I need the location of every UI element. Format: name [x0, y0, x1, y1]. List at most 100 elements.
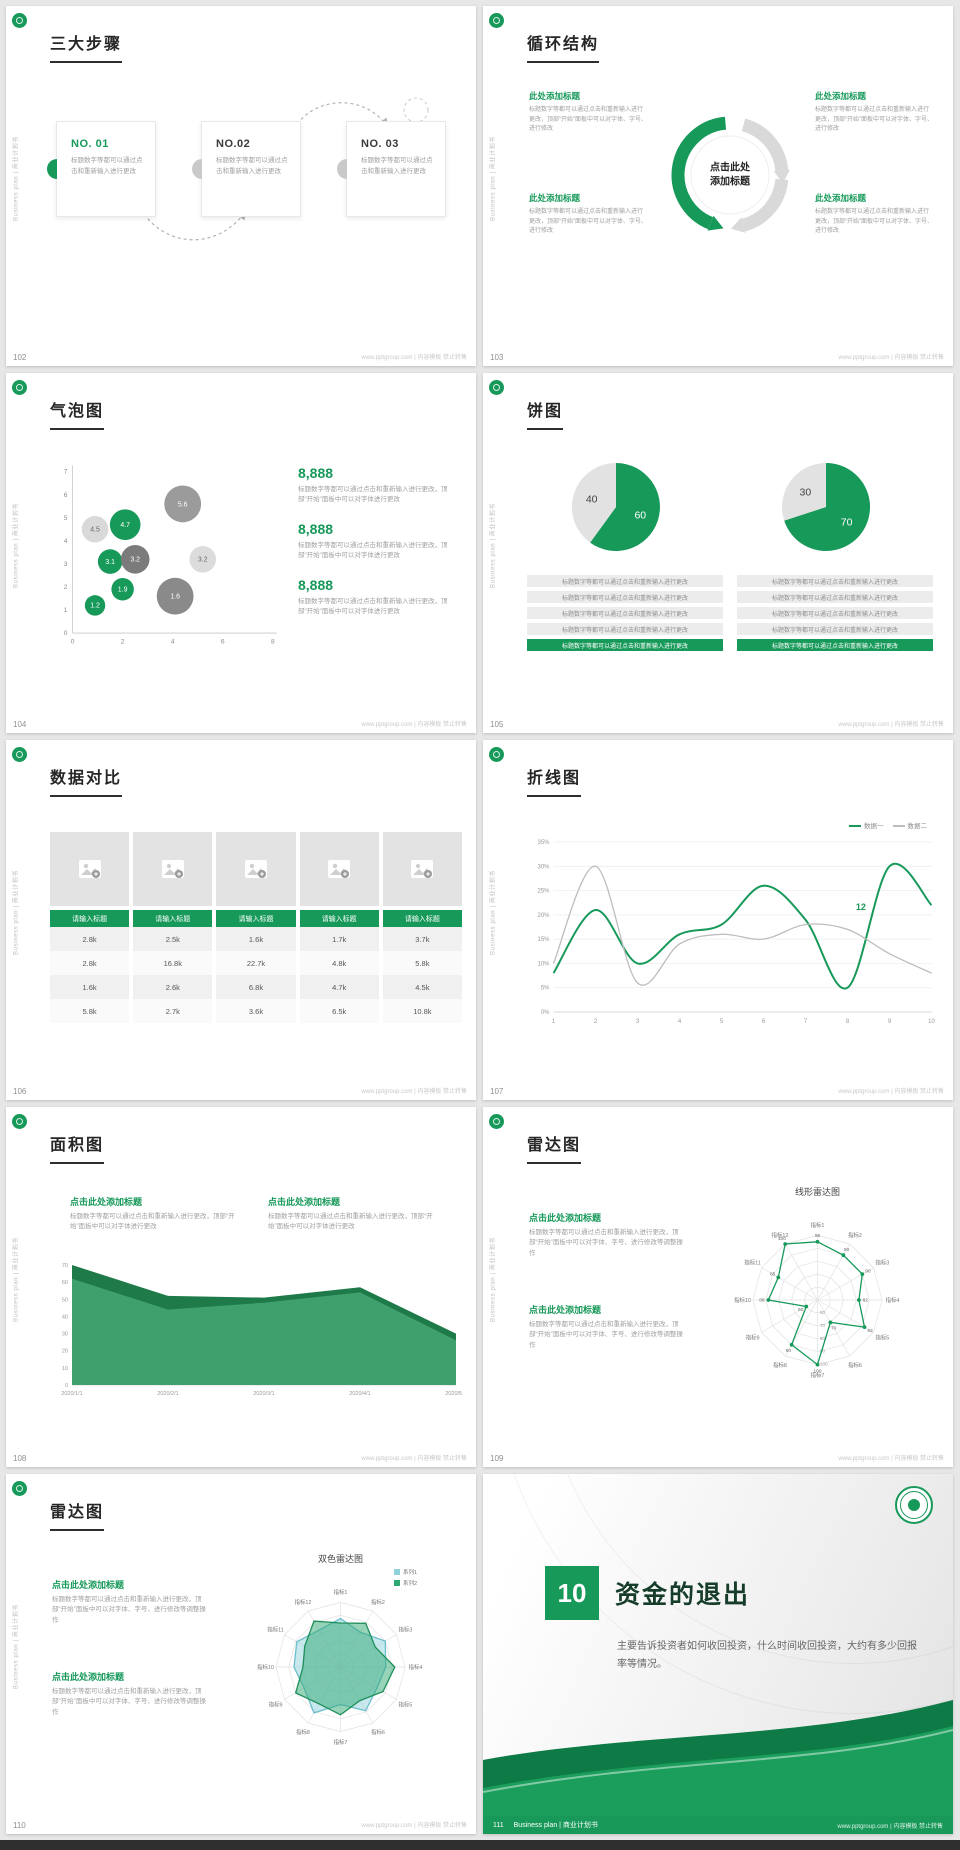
cycle-item: 此处添加标题 标题数字等都可以通过点击和重新输入进行更改，顶部“开始”面板中可以…: [529, 192, 647, 237]
slide-106[interactable]: Business plan | 商业计划书 数据对比 请输入标题 请输入标题 请…: [6, 740, 476, 1100]
item-heading: 此处添加标题: [815, 91, 867, 101]
svg-text:指标10: 指标10: [257, 1663, 274, 1671]
svg-text:4.5: 4.5: [90, 527, 100, 534]
svg-text:1.9: 1.9: [118, 587, 128, 594]
svg-text:60: 60: [62, 1280, 68, 1286]
cycle-arcs-graphic: [671, 116, 790, 233]
cycle-item: 此处添加标题 标题数字等都可以通过点击和重新输入进行更改，顶部“开始”面板中可以…: [815, 90, 933, 135]
legend-swatch-icon: [394, 1580, 400, 1586]
block-heading: 点击此处添加标题: [70, 1197, 143, 1207]
step-marker-icon: [192, 159, 202, 179]
svg-text:2: 2: [64, 584, 68, 591]
svg-text:指标2: 指标2: [371, 1598, 385, 1606]
legend-label: 数据二: [907, 823, 928, 830]
svg-text:15%: 15%: [537, 937, 550, 943]
slide-title: 折线图: [527, 764, 582, 797]
brand-logo-icon: [12, 13, 27, 28]
table-cell: 3.6k: [216, 999, 296, 1023]
svg-text:1.6: 1.6: [170, 594, 180, 601]
svg-text:30: 30: [800, 487, 812, 499]
svg-text:10: 10: [928, 1019, 935, 1025]
svg-text:指标2: 指标2: [848, 1231, 862, 1239]
block-body: 标题数字等都可以通过点击和重新输入进行更改，顶部“开始”面板中可以对字体、字号、…: [52, 1688, 206, 1716]
slide-109[interactable]: Business plan | 商业计划书 雷达图 点击此处添加标题 标题数字等…: [483, 1107, 953, 1467]
table-cell: 6.8k: [216, 975, 296, 999]
svg-text:0: 0: [71, 638, 75, 645]
brand-logo-icon: [489, 1114, 504, 1129]
svg-text:90: 90: [786, 1348, 792, 1354]
slide-105[interactable]: Business plan | 商业计划书 饼图 60 40 70 30 标题数字等…: [483, 373, 953, 733]
block-heading: 点击此处添加标题: [52, 1672, 125, 1682]
table-cell: 2.8k: [50, 927, 130, 951]
slide-title: 饼图: [527, 397, 564, 430]
bar-row-highlight: 标题数字等都可以通过点击和重新输入进行更改: [527, 639, 723, 651]
block-heading: 点击此处添加标题: [268, 1197, 341, 1207]
slide-108[interactable]: Business plan | 商业计划书 面积图 点击此处添加标题 标题数字等…: [6, 1107, 476, 1467]
block-body: 标题数字等都可以通过点击和重新输入进行更改，顶部“开始”面板中可以对字体、字号、…: [52, 1596, 206, 1624]
cycle-diagram: 点击此处添加标题: [653, 98, 807, 252]
svg-text:0: 0: [64, 630, 68, 637]
bar-row: 标题数字等都可以通过点击和重新输入进行更改: [527, 575, 723, 587]
svg-text:4: 4: [64, 538, 68, 545]
svg-text:30%: 30%: [537, 864, 550, 870]
stat-value: 8,888: [298, 465, 334, 481]
step-text: 标题数字等都可以通过点击和重新输入进行更改: [361, 157, 433, 175]
radar-chart: 指标1 指标2 指标3 指标4 指标5 指标6 指标7 指标8 指标9 指标10 指标11 指标12: [257, 1588, 423, 1746]
legend-line-icon: [849, 825, 861, 828]
svg-text:70: 70: [841, 517, 853, 529]
slide-111[interactable]: 10 资金的退出 主要告诉投资者如何收回投资，什么时间收回投资，大约有多少回报率…: [483, 1474, 953, 1834]
stat-item: 8,888 标题数字等都可以通过点击和重新输入进行更改，顶部“开始”面板中可以对…: [298, 465, 460, 506]
watermark: www.pptgroup.com | 内容模板 禁止转售: [838, 1456, 944, 1462]
svg-text:指标4: 指标4: [409, 1663, 423, 1671]
svg-text:10: 10: [62, 1366, 68, 1372]
sidebar-vertical-text: Business plan | 商业计划书: [13, 870, 20, 955]
slide-110[interactable]: Business plan | 商业计划书 雷达图 点击此处添加标题 标题数字等…: [6, 1474, 476, 1834]
table-row: 2.8k 2.5k 1.6k 1.7k 3.7k: [50, 927, 462, 951]
pie-chart-right: 70 30: [782, 462, 871, 551]
svg-text:35%: 35%: [537, 840, 550, 846]
svg-text:指标5: 指标5: [876, 1334, 890, 1342]
slide-103[interactable]: Business plan | 商业计划书 循环结构 点击此处添加标题 此处添加…: [483, 6, 953, 366]
bar-row: 标题数字等都可以通过点击和重新输入进行更改: [737, 591, 933, 603]
table-row: 5.8k 2.7k 3.6k 6.5k 10.8k: [50, 999, 462, 1023]
slide-title: 雷达图: [50, 1498, 105, 1531]
svg-text:6: 6: [64, 492, 68, 499]
svg-text:20%: 20%: [537, 913, 550, 919]
svg-text:5: 5: [64, 515, 68, 522]
block-heading: 点击此处添加标题: [529, 1305, 602, 1315]
brand-logo-icon: [489, 13, 504, 28]
block-heading: 点击此处添加标题: [529, 1213, 602, 1223]
legend-label: 系列2: [403, 1581, 418, 1587]
page-number: 111: [493, 1821, 504, 1829]
slide-title: 三大步骤: [50, 30, 123, 63]
table-cell: 5.8k: [382, 951, 462, 975]
step-marker-icon: [337, 159, 347, 179]
slide-107[interactable]: Business plan | 商业计划书 折线图 数据一 数据二 0% 5% 10…: [483, 740, 953, 1100]
watermark: www.pptgroup.com | 内容模板 禁止转售: [361, 1823, 467, 1829]
watermark: www.pptgroup.com | 内容模板 禁止转售: [838, 355, 944, 361]
svg-text:8: 8: [271, 638, 275, 645]
step-number: NO. 03: [361, 138, 399, 150]
svg-text:100: 100: [813, 1369, 821, 1375]
svg-text:1: 1: [552, 1019, 556, 1025]
table-row: 2.8k 16.8k 22.7k 4.8k 5.8k: [50, 951, 462, 975]
slide-104[interactable]: Business plan | 商业计划书 气泡图 0 1 2 3 4 5 6 7 0 2 4 6 8 4…: [6, 373, 476, 733]
svg-text:9: 9: [888, 1019, 892, 1025]
stat-text: 标题数字等都可以通过点击和重新输入进行更改，顶部“开始”面板中可以对字体进行更改: [298, 597, 448, 615]
svg-text:70: 70: [831, 1326, 837, 1332]
image-placeholder: [299, 832, 379, 906]
svg-text:1: 1: [64, 607, 68, 614]
watermark: www.pptgroup.com | 内容模板 禁止转售: [838, 1089, 944, 1095]
svg-text:指标7: 指标7: [334, 1738, 348, 1746]
svg-text:6: 6: [221, 638, 225, 645]
slide-102[interactable]: Business plan | 商业计划书 三大步骤 NO. 01 标题数字等都…: [6, 6, 476, 366]
svg-text:指标10: 指标10: [734, 1296, 751, 1304]
logo-core: [908, 1499, 920, 1511]
page-number: 108: [13, 1454, 27, 1463]
bubble-chart: 0 1 2 3 4 5 6 7 0 2 4 6 8 4.5 4.7 5.6 3.1 3.2 3.2 1.9 1.2 1.6: [64, 465, 277, 645]
chapter-number: 10: [545, 1566, 599, 1620]
comparison-table: 请输入标题 请输入标题 请输入标题 请输入标题 请输入标题 2.8k 2.5k …: [50, 832, 462, 1023]
item-heading: 此处添加标题: [529, 193, 581, 203]
table-header-cell: 请输入标题: [299, 910, 379, 927]
bar-row: 标题数字等都可以通过点击和重新输入进行更改: [527, 623, 723, 635]
